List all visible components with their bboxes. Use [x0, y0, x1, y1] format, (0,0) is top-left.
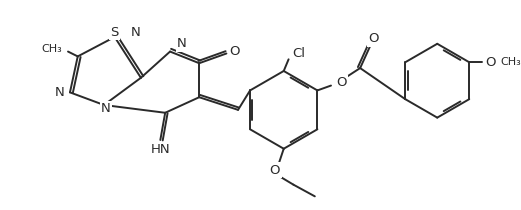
Text: O: O [270, 164, 280, 177]
Text: S: S [110, 26, 119, 39]
Text: Cl: Cl [292, 47, 305, 60]
Text: O: O [336, 76, 346, 89]
Text: O: O [368, 32, 379, 45]
Text: CH₃: CH₃ [42, 44, 62, 54]
Text: N: N [177, 37, 187, 50]
Text: O: O [486, 56, 496, 69]
Text: N: N [131, 26, 141, 39]
Text: CH₃: CH₃ [500, 57, 521, 67]
Text: N: N [54, 86, 64, 99]
Text: O: O [229, 45, 240, 58]
Text: HN: HN [151, 143, 170, 156]
Text: N: N [101, 102, 111, 115]
